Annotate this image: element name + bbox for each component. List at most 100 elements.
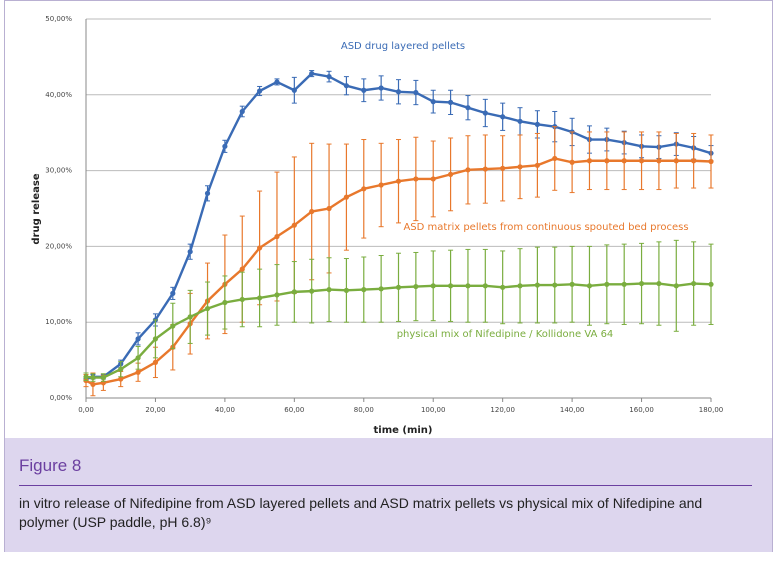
data-point	[621, 281, 627, 287]
data-point	[274, 79, 280, 85]
x-tick-label: 20,00	[145, 406, 165, 414]
data-point	[343, 83, 350, 89]
data-point	[430, 99, 436, 105]
data-point	[517, 118, 523, 124]
data-point	[152, 336, 159, 342]
data-point	[152, 359, 159, 365]
data-point	[291, 289, 297, 295]
data-point	[257, 245, 263, 251]
data-point	[447, 171, 454, 177]
data-point	[673, 283, 679, 289]
data-point	[482, 283, 488, 289]
data-point	[326, 74, 332, 80]
data-point	[361, 87, 367, 93]
data-point	[309, 288, 315, 294]
data-point	[187, 249, 193, 255]
y-tick-label: 0,00%	[50, 394, 73, 402]
data-point	[222, 143, 228, 149]
figure-label: Figure 8	[19, 456, 82, 475]
data-point	[638, 158, 645, 164]
data-point	[395, 178, 402, 184]
x-tick-label: 100,00	[421, 406, 446, 414]
data-point	[586, 158, 593, 164]
data-point	[465, 167, 471, 173]
x-tick-label: 180,00	[699, 406, 724, 414]
data-point	[604, 158, 610, 164]
y-tick-label: 10,00%	[45, 318, 72, 326]
figure-frame: time (min) drug release 0,00% 10,00% 20,00…	[4, 0, 773, 552]
data-point	[465, 105, 471, 111]
data-point	[638, 280, 645, 287]
data-point	[239, 296, 245, 303]
series	[83, 239, 714, 382]
series-line	[85, 157, 712, 386]
data-point	[343, 194, 350, 200]
x-tick-label: 160,00	[629, 406, 654, 414]
data-point	[118, 376, 124, 382]
data-point	[170, 323, 176, 329]
data-point	[257, 295, 263, 301]
data-point	[691, 158, 697, 164]
y-tick-label: 50,00%	[45, 15, 72, 23]
data-point	[343, 287, 350, 293]
data-point	[239, 108, 245, 115]
data-point	[326, 287, 332, 293]
data-point	[378, 182, 384, 188]
data-point	[135, 336, 141, 342]
data-point	[517, 283, 523, 289]
data-point	[673, 158, 679, 164]
series-line	[85, 72, 712, 381]
x-axis-title: time (min)	[374, 425, 433, 436]
data-point	[482, 166, 488, 172]
figure-caption: in vitro release of Nifedipine from ASD …	[19, 495, 703, 530]
data-point	[482, 110, 488, 116]
data-point	[90, 374, 96, 381]
data-point	[517, 164, 523, 170]
data-point	[586, 283, 593, 289]
y-axis-title: drug release	[31, 173, 42, 244]
data-point	[361, 186, 367, 192]
data-point	[239, 266, 245, 272]
y-tick-label: 40,00%	[45, 91, 72, 99]
data-point	[118, 366, 124, 372]
data-point	[257, 88, 263, 94]
series-line	[85, 282, 712, 379]
data-point	[447, 283, 454, 289]
data-point	[569, 281, 575, 287]
data-point	[413, 283, 419, 290]
data-point	[291, 87, 297, 93]
y-tick-label: 30,00%	[45, 167, 72, 175]
data-point	[326, 205, 332, 212]
x-tick-label: 60,00	[284, 406, 304, 414]
series-label: ASD matrix pellets from continuous spout…	[403, 222, 688, 233]
data-point	[135, 355, 141, 361]
data-point	[604, 281, 610, 287]
data-point	[708, 281, 714, 287]
x-tick-label: 40,00	[215, 406, 235, 414]
series-label: physical mix of Nifedipine / Kollidone V…	[397, 329, 614, 340]
data-point	[656, 158, 662, 164]
data-point	[447, 99, 454, 105]
data-point	[534, 282, 540, 288]
series-label: ASD drug layered pellets	[341, 41, 465, 52]
data-point	[222, 299, 228, 306]
caption-box: Figure 8 in vitro release of Nifedipine …	[5, 438, 772, 552]
x-tick-label: 120,00	[490, 406, 515, 414]
data-point	[430, 283, 436, 289]
data-point	[534, 162, 540, 168]
data-point	[274, 233, 280, 240]
data-point	[170, 290, 176, 296]
data-point	[309, 70, 315, 77]
data-point	[309, 208, 315, 215]
data-point	[83, 374, 89, 380]
data-point	[430, 176, 436, 182]
data-point	[361, 287, 367, 293]
data-point	[100, 374, 106, 381]
data-point	[552, 155, 558, 162]
data-point	[500, 165, 506, 171]
data-point	[413, 176, 419, 182]
chart: time (min) drug release 0,00% 10,00% 20,00…	[31, 15, 724, 436]
data-point	[413, 89, 419, 96]
x-tick-label: 0,00	[78, 406, 94, 414]
